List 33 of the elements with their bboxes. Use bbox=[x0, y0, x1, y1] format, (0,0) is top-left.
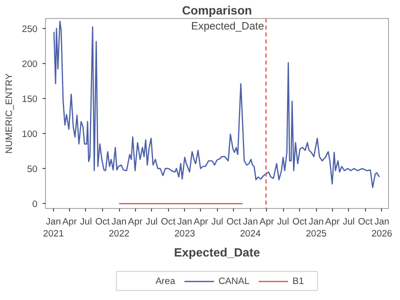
legend-label: CANAL bbox=[218, 276, 250, 286]
ref-line-label: Expected_Date bbox=[191, 20, 264, 32]
x-tick-label: Jan 2021 bbox=[43, 216, 64, 238]
x-tick-label: Jan 2024 bbox=[240, 216, 261, 238]
x-tick-label: Oct bbox=[292, 216, 308, 226]
legend-label: B1 bbox=[292, 276, 305, 286]
x-tick-label: Apr bbox=[325, 216, 340, 226]
y-tick-label: 250 bbox=[22, 24, 38, 34]
x-axis-title: Expected_Date bbox=[174, 246, 260, 260]
x-tick-label: Apr bbox=[259, 216, 274, 226]
x-tick-label: Jul bbox=[277, 216, 290, 226]
line-series bbox=[53, 20, 380, 188]
y-tick-label: 150 bbox=[22, 94, 38, 104]
x-tick-label: Apr bbox=[128, 216, 143, 226]
y-tick-label: 200 bbox=[22, 58, 38, 69]
x-tick-label: Oct bbox=[358, 216, 373, 226]
x-tick-label: Oct bbox=[226, 216, 242, 226]
y-tick-label: 0 bbox=[32, 199, 38, 210]
x-tick-label: Jan 2026 bbox=[371, 216, 392, 238]
y-tick-label: 50 bbox=[27, 164, 38, 174]
y-tick-label: 100 bbox=[22, 128, 38, 139]
x-tick-label: Jan 2022 bbox=[108, 216, 130, 238]
x-tick-label: Jul bbox=[80, 216, 92, 226]
x-tick-label: Apr bbox=[194, 216, 208, 226]
x-tick-label: Jul bbox=[211, 216, 224, 226]
legend-title: Area bbox=[155, 276, 176, 286]
x-tick-label: Jul bbox=[146, 216, 158, 226]
x-tick-label: Oct bbox=[95, 216, 110, 226]
x-tick-label: Apr bbox=[62, 216, 77, 226]
y-axis-title: NUMERIC_ENTRY bbox=[4, 72, 14, 154]
x-tick-label: Jul bbox=[342, 216, 355, 226]
chart-title: Comparison bbox=[182, 4, 252, 18]
x-tick-label: Oct bbox=[160, 216, 176, 226]
